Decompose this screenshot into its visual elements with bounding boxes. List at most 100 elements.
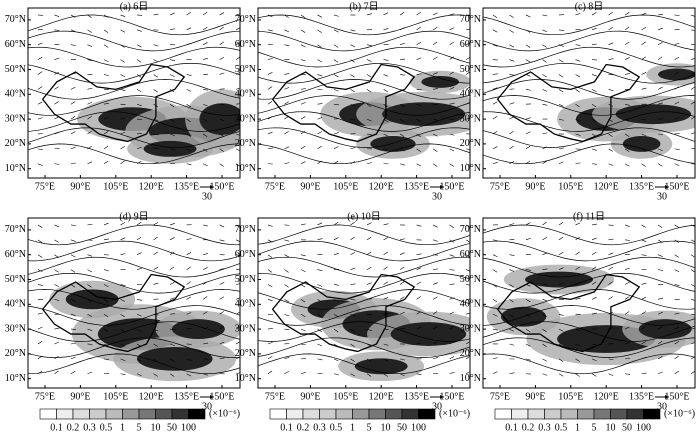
- lon-label: 120°E: [369, 391, 394, 402]
- lon-label: 90°E: [300, 391, 320, 402]
- lon-label: 135°E: [404, 181, 429, 192]
- ref-label: 30: [202, 191, 212, 202]
- lat-label: 40°N: [5, 89, 26, 100]
- map-panel: [10, 8, 259, 178]
- lat-label: 20°N: [5, 138, 26, 149]
- colorbar-label: 0.5: [100, 422, 113, 433]
- colorbar-label: 0.2: [522, 422, 535, 433]
- shade-inner: [658, 69, 696, 81]
- lat-label: 60°N: [235, 39, 256, 50]
- colorbar-label: 0.2: [297, 422, 310, 433]
- lon-label: 105°E: [103, 391, 128, 402]
- colorbar-box: [512, 409, 529, 419]
- lat-label: 20°N: [235, 348, 256, 359]
- colorbar-box: [57, 409, 74, 419]
- lon-label: 75°E: [35, 181, 55, 192]
- colorbar-box: [336, 409, 353, 419]
- shade-inner: [382, 102, 465, 126]
- lon-label: 105°E: [333, 391, 358, 402]
- lon-label: 90°E: [300, 181, 320, 192]
- lat-label: 30°N: [460, 323, 481, 334]
- lat-label: 10°N: [5, 373, 26, 384]
- lat-label: 70°N: [5, 224, 26, 235]
- colorbar-unit: (×10⁻⁶): [664, 408, 695, 419]
- colorbar-label: 0.1: [50, 422, 63, 433]
- lat-label: 50°N: [235, 64, 256, 75]
- panel-title: (e) 10日: [347, 211, 381, 222]
- colorbar-box: [353, 409, 370, 419]
- map-panel: [10, 218, 258, 388]
- panel-title: (d) 9日: [119, 211, 148, 222]
- lat-label: 30°N: [235, 113, 256, 124]
- lon-label: 135°E: [629, 391, 654, 402]
- lat-label: 30°N: [460, 113, 481, 124]
- colorbar-box: [386, 409, 403, 419]
- colorbar-label: 0.5: [330, 422, 343, 433]
- colorbar-label: 0.3: [83, 422, 96, 433]
- lat-label: 70°N: [460, 14, 481, 25]
- colorbar-box: [495, 409, 512, 419]
- lat-label: 50°N: [460, 274, 481, 285]
- lat-label: 60°N: [460, 39, 481, 50]
- panel-title: (b) 7日: [349, 1, 378, 12]
- colorbar-label: 0.1: [505, 422, 518, 433]
- ref-label: 30: [432, 191, 442, 202]
- colorbar-label: 100: [181, 422, 196, 433]
- lon-label: 105°E: [558, 181, 583, 192]
- colorbar-label: 5: [367, 422, 372, 433]
- lat-label: 70°N: [5, 14, 26, 25]
- colorbar-box: [123, 409, 140, 419]
- lat-label: 40°N: [460, 299, 481, 310]
- colorbar-label: 10: [381, 422, 391, 433]
- map-panel: [465, 8, 700, 178]
- colorbar-label: 100: [411, 422, 426, 433]
- colorbar-box: [402, 409, 419, 419]
- colorbar-box: [594, 409, 611, 419]
- lat-label: 30°N: [5, 113, 26, 124]
- lon-label: 120°E: [139, 391, 164, 402]
- lat-label: 50°N: [235, 274, 256, 285]
- lon-label: 90°E: [525, 391, 545, 402]
- colorbar-unit: (×10⁻⁶): [439, 408, 470, 419]
- colorbar-box: [139, 409, 156, 419]
- lat-label: 30°N: [235, 323, 256, 334]
- colorbar-label: 0.3: [538, 422, 551, 433]
- colorbar-label: 5: [592, 422, 597, 433]
- colorbar-box: [369, 409, 386, 419]
- lon-label: 75°E: [490, 391, 510, 402]
- colorbar-box: [156, 409, 173, 419]
- ref-label: 30: [657, 191, 667, 202]
- lat-label: 40°N: [235, 299, 256, 310]
- lat-label: 60°N: [5, 249, 26, 260]
- lat-label: 20°N: [460, 138, 481, 149]
- lat-label: 10°N: [460, 373, 481, 384]
- lon-label: 105°E: [558, 391, 583, 402]
- map-panel: [240, 8, 492, 178]
- lat-label: 20°N: [5, 348, 26, 359]
- colorbar-box: [320, 409, 337, 419]
- panel-title: (f) 11日: [573, 211, 605, 222]
- map-panel: [465, 218, 700, 388]
- lat-label: 50°N: [5, 64, 26, 75]
- colorbar-box: [40, 409, 57, 419]
- lat-label: 70°N: [235, 224, 256, 235]
- lon-label: 75°E: [265, 181, 285, 192]
- lon-label: 135°E: [629, 181, 654, 192]
- lon-label: 90°E: [525, 181, 545, 192]
- colorbar-label: 0.5: [555, 422, 568, 433]
- colorbar-box: [73, 409, 90, 419]
- lon-label: 75°E: [265, 391, 285, 402]
- lon-label: 90°E: [70, 181, 90, 192]
- lat-label: 10°N: [235, 373, 256, 384]
- colorbar-box: [644, 409, 661, 419]
- colorbar-label: 5: [137, 422, 142, 433]
- lat-label: 60°N: [460, 249, 481, 260]
- colorbar-box: [90, 409, 107, 419]
- colorbar-box: [189, 409, 206, 419]
- colorbar-unit: (×10⁻⁶): [209, 408, 240, 419]
- colorbar-label: 50: [167, 422, 177, 433]
- lon-label: 135°E: [174, 181, 199, 192]
- lon-label: 120°E: [594, 391, 619, 402]
- lat-label: 30°N: [5, 323, 26, 334]
- colorbar-box: [578, 409, 595, 419]
